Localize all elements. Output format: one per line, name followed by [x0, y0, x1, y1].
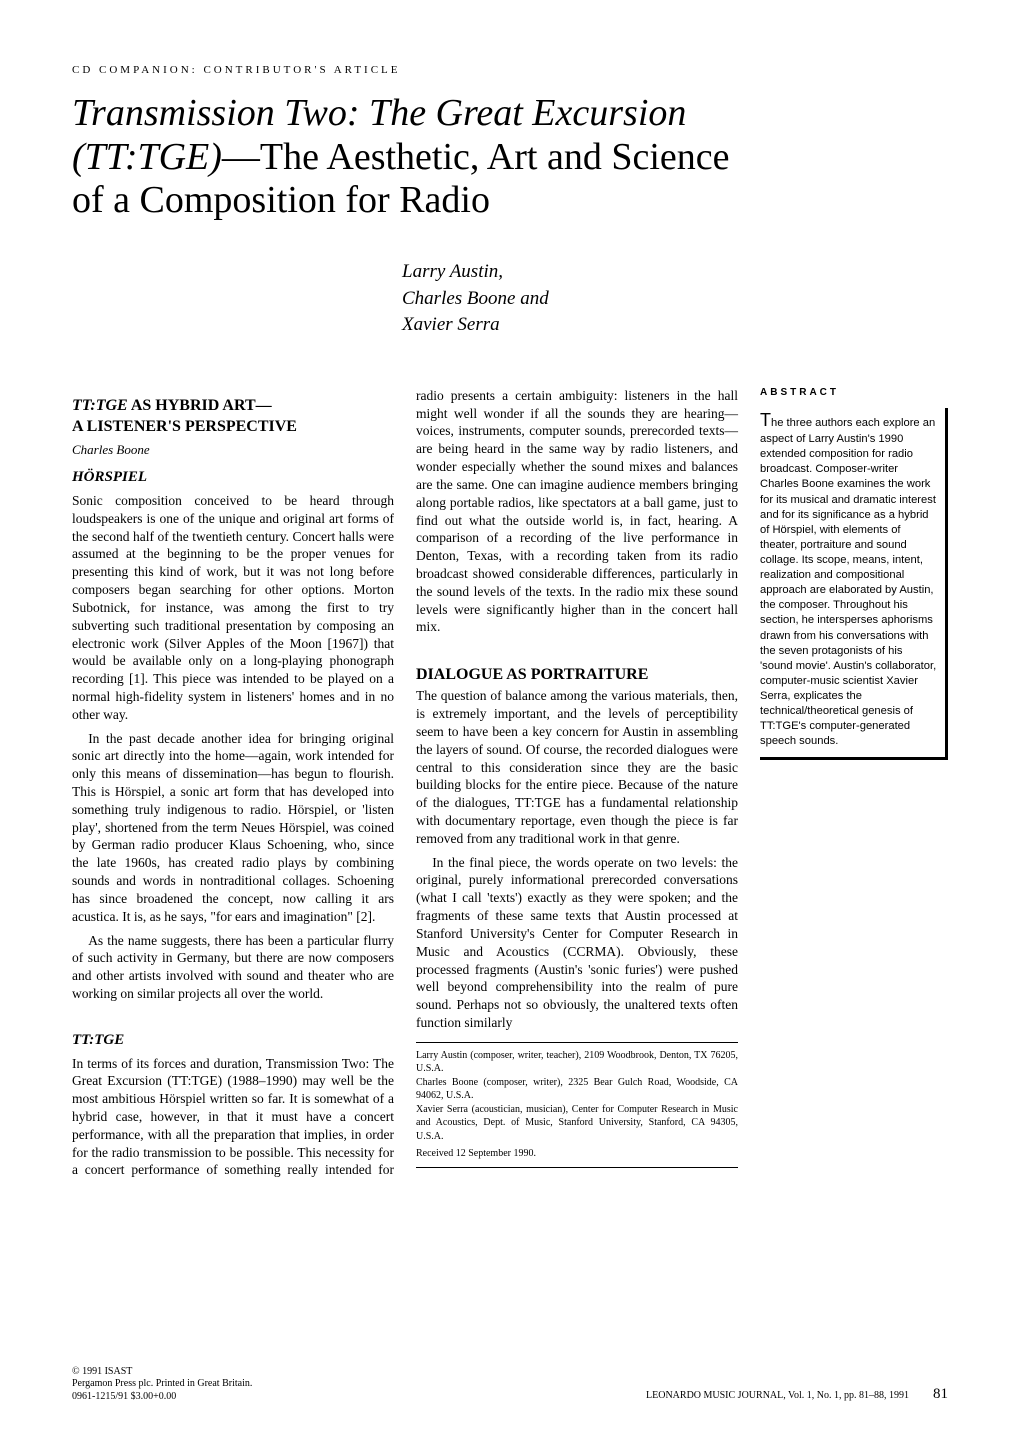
affiliation-rule	[416, 1167, 738, 1168]
section-byline: Charles Boone	[72, 441, 394, 458]
section-heading-hybrid-art: TT:TGE AS HYBRID ART—A LISTENER'S PERSPE…	[72, 395, 394, 437]
affiliations-block: Larry Austin (composer, writer, teacher)…	[416, 1042, 738, 1168]
running-head: CD COMPANION: CONTRIBUTOR'S ARTICLE	[72, 64, 948, 76]
page-footer: © 1991 ISASTPergamon Press plc. Printed …	[72, 1366, 948, 1404]
abstract-text: he three authors each explore an aspect …	[760, 417, 936, 747]
subheading-tttge: TT:TGE	[72, 1031, 394, 1051]
abstract-body: The three authors each explore an aspect…	[760, 408, 948, 761]
body-paragraph: The question of balance among the variou…	[416, 687, 738, 847]
affiliation-line: Charles Boone (composer, writer), 2325 B…	[416, 1076, 738, 1103]
affiliation-line: Xavier Serra (acoustician, musician), Ce…	[416, 1103, 738, 1144]
body-paragraph: Sonic composition conceived to be heard …	[72, 492, 394, 724]
spacer	[416, 642, 738, 656]
main-columns: TT:TGE AS HYBRID ART—A LISTENER'S PERSPE…	[72, 387, 738, 1179]
affiliation-line: Larry Austin (composer, writer, teacher)…	[416, 1049, 738, 1076]
content-row: TT:TGE AS HYBRID ART—A LISTENER'S PERSPE…	[72, 387, 948, 1179]
abstract-sidebar: ABSTRACT The three authors each explore …	[760, 387, 948, 1179]
author-list: Larry Austin,Charles Boone andXavier Ser…	[402, 259, 948, 339]
abstract-dropcap: T	[760, 410, 771, 430]
body-paragraph: In the final piece, the words operate on…	[416, 854, 738, 1032]
subheading-dialogue: DIALOGUE AS PORTRAITURE	[416, 664, 738, 685]
body-paragraph: As the name suggests, there has been a p…	[72, 932, 394, 1003]
spacer	[72, 1009, 394, 1023]
journal-citation: LEONARDO MUSIC JOURNAL, Vol. 1, No. 1, p…	[646, 1390, 909, 1401]
heading-prefix-italic: TT:TGE	[72, 397, 128, 414]
copyright-block: © 1991 ISASTPergamon Press plc. Printed …	[72, 1366, 252, 1404]
article-title: Transmission Two: The Great Excursion (T…	[72, 92, 752, 223]
received-line: Received 12 September 1990.	[416, 1147, 738, 1161]
abstract-heading: ABSTRACT	[760, 387, 948, 398]
subheading-horspiel: HÖRSPIEL	[72, 468, 394, 488]
page-number: 81	[933, 1386, 948, 1403]
body-paragraph: In the past decade another idea for brin…	[72, 730, 394, 926]
